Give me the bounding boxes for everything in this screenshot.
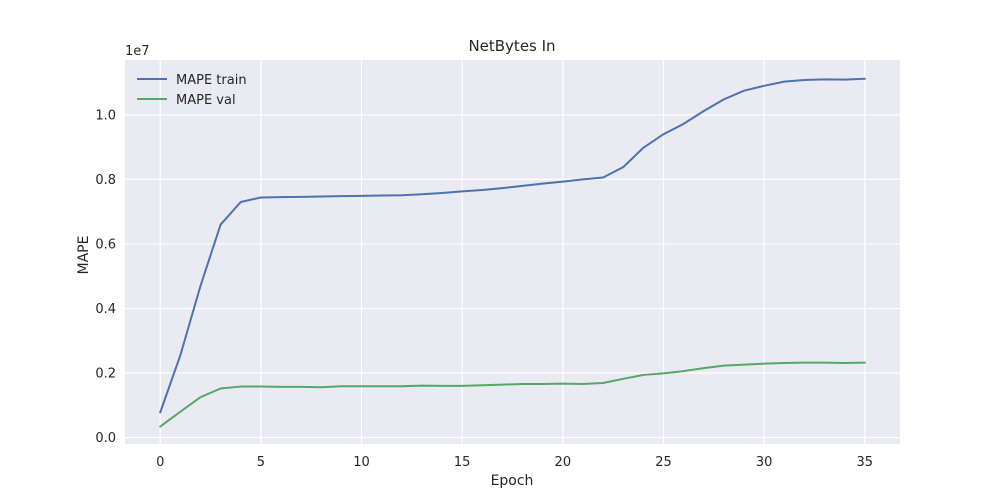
- x-tick-label: 20: [555, 455, 572, 470]
- x-tick-label: 10: [353, 455, 370, 470]
- x-tick-label: 35: [856, 455, 873, 470]
- y-axis-label: MAPE: [76, 236, 92, 275]
- y-tick-label: 1.0: [95, 108, 116, 123]
- series-line-val: [159, 361, 866, 428]
- y-tick-label: 0.0: [95, 431, 116, 446]
- x-axis-label: Epoch: [491, 473, 534, 489]
- x-tick-label: 5: [257, 455, 265, 470]
- y-tick-label: 0.2: [95, 367, 116, 382]
- series-lines: [159, 77, 866, 428]
- grid-lines: [125, 60, 900, 444]
- x-tick-label: 25: [655, 455, 672, 470]
- x-tick-label: 15: [454, 455, 471, 470]
- legend-label-val: MAPE val: [176, 93, 236, 108]
- series-line-train: [159, 77, 866, 414]
- tick-labels: 0 5 10 15 20 25 30 35 0.0 0.2 0.4 0.6 0.8 1.0: [95, 108, 873, 470]
- y-tick-label: 0.8: [95, 173, 116, 188]
- y-tick-label: 0.6: [95, 237, 116, 252]
- chart-title: NetBytes In: [468, 37, 555, 55]
- y-tick-label: 0.4: [95, 302, 116, 317]
- legend-label-train: MAPE train: [176, 73, 247, 88]
- legend: MAPE train MAPE val: [137, 73, 247, 108]
- x-tick-label: 0: [156, 455, 164, 470]
- y-scale-offset-label: 1e7: [125, 44, 150, 59]
- plot-area: [125, 60, 900, 444]
- x-tick-label: 30: [756, 455, 773, 470]
